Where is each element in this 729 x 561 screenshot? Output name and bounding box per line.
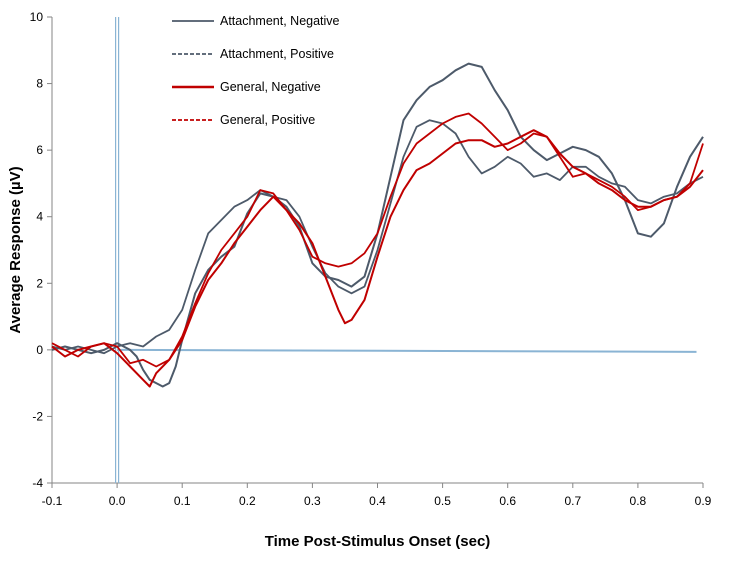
y-tick-label: 6 — [36, 143, 43, 157]
reference-lines — [114, 17, 697, 483]
legend-label-4: General, Positive — [220, 113, 315, 127]
series-line-3 — [51, 129, 704, 388]
y-tick-label: 8 — [36, 77, 43, 91]
baseline-line — [117, 348, 697, 353]
y-tick-label: -2 — [32, 409, 43, 423]
x-tick-label: 0.1 — [174, 494, 191, 508]
x-tick-label: 0.3 — [304, 494, 321, 508]
y-tick-label: 10 — [30, 10, 44, 24]
y-tick-label: 0 — [36, 343, 43, 357]
x-tick-label: 0.5 — [434, 494, 451, 508]
y-tick-label: -4 — [32, 476, 43, 490]
y-axis-title: Average Response (µV) — [7, 166, 24, 333]
y-tick-label: 4 — [36, 210, 43, 224]
legend-label-3: General, Negative — [220, 80, 321, 94]
x-tick-label: 0.0 — [109, 494, 126, 508]
series-line-2 — [51, 119, 704, 355]
tick-labels: -4 -2 0 2 4 6 8 10 -0.1 0.0 0.1 0.2 0.3 0.4 0.5 0.6 0.7 0… — [30, 10, 712, 508]
x-tick-label: 0.6 — [499, 494, 516, 508]
legend-label-2: Attachment, Positive — [220, 47, 334, 61]
x-tick-label: 0.9 — [695, 494, 712, 508]
x-tick-label: 0.7 — [564, 494, 581, 508]
legend: Attachment, Negative Attachment, Positive… — [172, 14, 340, 127]
legend-label-1: Attachment, Negative — [220, 14, 340, 28]
x-tick-label: 0.8 — [630, 494, 647, 508]
x-tick-label: -0.1 — [42, 494, 63, 508]
series-lines — [51, 62, 704, 388]
y-tick-label: 2 — [36, 276, 43, 290]
x-tick-label: 0.2 — [239, 494, 256, 508]
series-line-4 — [51, 112, 704, 368]
x-tick-label: 0.4 — [369, 494, 386, 508]
x-axis-title: Time Post-Stimulus Onset (sec) — [265, 533, 491, 550]
series-line-1 — [51, 62, 704, 388]
axes — [47, 16, 704, 488]
